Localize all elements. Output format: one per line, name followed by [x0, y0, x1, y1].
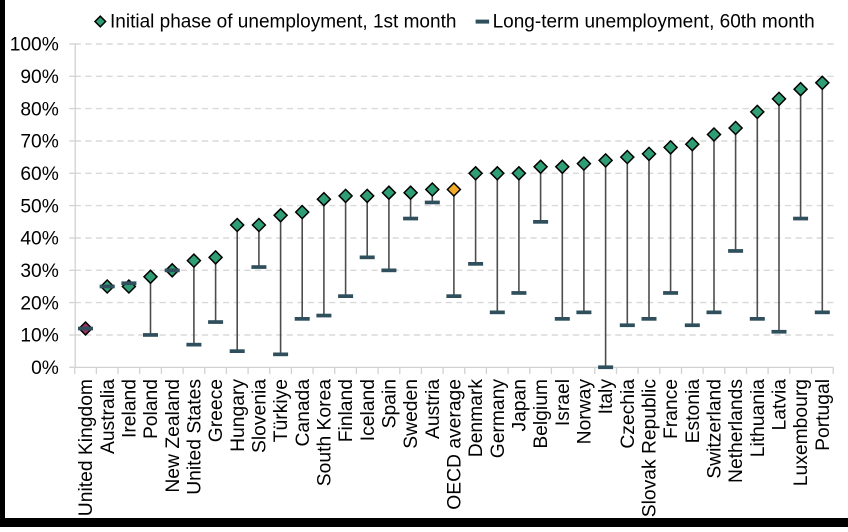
- svg-text:Greece: Greece: [206, 379, 227, 442]
- svg-text:Germany: Germany: [488, 379, 509, 459]
- svg-text:Israel: Israel: [553, 379, 574, 426]
- svg-text:Estonia: Estonia: [683, 379, 704, 444]
- svg-text:Norway: Norway: [575, 379, 596, 445]
- svg-text:Australia: Australia: [98, 379, 119, 454]
- svg-text:OECD average: OECD average: [445, 379, 466, 510]
- svg-text:Netherlands: Netherlands: [726, 379, 747, 483]
- svg-text:New Zealand: New Zealand: [163, 379, 184, 493]
- svg-text:80%: 80%: [20, 99, 58, 120]
- svg-text:Long-term unemployment, 60th m: Long-term unemployment, 60th month: [493, 12, 815, 33]
- svg-text:Türkiye: Türkiye: [271, 379, 292, 442]
- svg-text:Japan: Japan: [510, 379, 531, 432]
- svg-text:United States: United States: [185, 379, 206, 495]
- svg-text:Czechia: Czechia: [618, 379, 639, 449]
- svg-text:South Korea: South Korea: [315, 379, 336, 486]
- svg-text:France: France: [661, 379, 682, 439]
- svg-text:20%: 20%: [20, 293, 58, 314]
- svg-text:Portugal: Portugal: [813, 379, 834, 451]
- svg-text:Sweden: Sweden: [401, 379, 422, 449]
- svg-text:70%: 70%: [20, 132, 58, 153]
- svg-text:Belgium: Belgium: [531, 379, 552, 449]
- svg-text:Lithuania: Lithuania: [748, 379, 769, 458]
- svg-text:Spain: Spain: [380, 379, 401, 428]
- svg-text:0%: 0%: [31, 358, 59, 379]
- svg-text:Hungary: Hungary: [228, 379, 249, 452]
- svg-text:Canada: Canada: [293, 379, 314, 447]
- svg-text:50%: 50%: [20, 196, 58, 217]
- svg-text:Denmark: Denmark: [466, 379, 487, 458]
- svg-text:Italy: Italy: [596, 379, 617, 415]
- svg-text:Ireland: Ireland: [120, 379, 141, 438]
- svg-text:60%: 60%: [20, 164, 58, 185]
- svg-text:Finland: Finland: [336, 379, 357, 442]
- svg-text:Latvia: Latvia: [770, 379, 791, 431]
- svg-text:Luxembourg: Luxembourg: [791, 379, 812, 486]
- svg-text:40%: 40%: [20, 229, 58, 250]
- svg-text:Slovenia: Slovenia: [250, 379, 271, 453]
- svg-text:Slovak Republic: Slovak Republic: [640, 379, 661, 518]
- svg-text:Switzerland: Switzerland: [705, 379, 726, 479]
- svg-text:10%: 10%: [20, 326, 58, 347]
- svg-text:30%: 30%: [20, 261, 58, 282]
- svg-text:Poland: Poland: [141, 379, 162, 439]
- svg-text:Iceland: Iceland: [358, 379, 379, 441]
- svg-text:Initial phase of unemployment,: Initial phase of unemployment, 1st month: [110, 12, 456, 33]
- svg-text:90%: 90%: [20, 67, 58, 88]
- svg-text:Austria: Austria: [423, 379, 444, 439]
- svg-text:United Kingdom: United Kingdom: [76, 379, 97, 516]
- svg-text:100%: 100%: [10, 35, 59, 56]
